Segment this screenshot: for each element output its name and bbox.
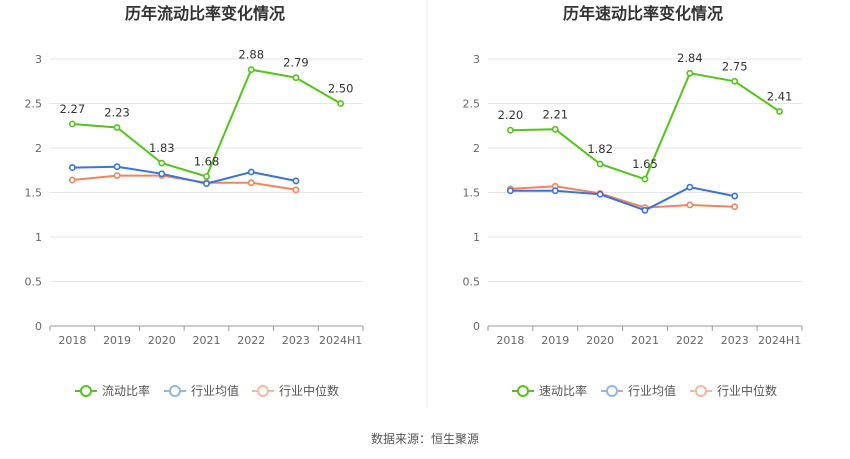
data-label: 2.20: [498, 108, 524, 122]
data-label: 2.27: [60, 102, 86, 116]
data-label: 1.82: [587, 142, 613, 156]
y-tick-label: 1.5: [463, 187, 481, 200]
y-tick-label: 2: [35, 142, 42, 155]
data-point: [68, 176, 76, 184]
data-point: [113, 124, 121, 131]
data-point: [203, 173, 210, 180]
data-point: [641, 175, 649, 183]
data-label: 2.88: [238, 48, 264, 62]
data-point: [292, 186, 300, 194]
data-point: [68, 164, 76, 171]
x-tick-label: 2021: [631, 334, 659, 347]
data-point: [551, 187, 559, 195]
series-line-2: [510, 186, 735, 212]
series-line-2: [72, 165, 297, 185]
legend-marker-icon: [695, 385, 707, 397]
x-tick-label: 2020: [148, 334, 176, 347]
data-point: [686, 183, 694, 191]
x-tick-label: 2018: [496, 334, 524, 347]
data-label: 2.75: [722, 59, 748, 73]
legend-label: 行业均值: [191, 383, 239, 398]
data-point: [247, 179, 255, 187]
data-point: [551, 125, 559, 133]
legend-marker-icon: [517, 385, 529, 397]
data-source-note: 数据来源：恒生聚源: [370, 432, 479, 446]
legend-label: 行业均值: [628, 383, 676, 398]
x-tick-label: 2021: [193, 334, 221, 347]
legend-label: 行业中位数: [279, 383, 339, 398]
data-point: [292, 74, 300, 82]
y-tick-label: 2.5: [25, 98, 43, 111]
data-point: [292, 177, 300, 185]
data-point: [337, 100, 345, 107]
y-tick-label: 0.5: [25, 276, 43, 289]
data-label: 2.50: [328, 82, 354, 96]
y-tick-label: 1: [35, 231, 42, 244]
data-point: [247, 66, 255, 74]
y-tick-label: 0: [473, 320, 480, 333]
x-tick-label: 2023: [721, 334, 749, 347]
x-tick-label: 2022: [237, 334, 265, 347]
data-label: 1.83: [149, 141, 175, 155]
chart-title: 历年速动比率变化情况: [563, 4, 723, 23]
legend-label: 行业中位数: [717, 383, 777, 398]
data-label: 2.84: [677, 51, 703, 65]
data-point: [158, 170, 166, 178]
x-tick-label: 2022: [676, 334, 704, 347]
data-label: 2.79: [283, 56, 309, 70]
data-point: [641, 206, 649, 214]
data-point: [596, 160, 604, 168]
series-line-3: [510, 185, 735, 209]
data-label: 1.65: [632, 157, 658, 171]
legend-marker-icon: [169, 385, 181, 397]
chart-panel-2: 历年速动比率变化情况 0 0.5 1 1.5 2 2.5 3 2018 2019 2020 2021 2…: [463, 4, 803, 398]
legend-marker-icon: [257, 385, 269, 397]
x-tick-label: 2023: [282, 334, 310, 347]
y-tick-label: 2.5: [463, 98, 481, 111]
x-tick-label: 2018: [58, 334, 86, 347]
x-tick-label: 2020: [586, 334, 614, 347]
x-tick-label: 2024H1: [319, 334, 362, 347]
y-tick-label: 3: [35, 53, 42, 66]
data-label: 2.21: [542, 107, 568, 121]
chart-panel-1: 历年流动比率变化情况 0 0.5 1 1.5 2 2.5 3 2018 2019 2020 2021 2…: [25, 4, 364, 398]
legend-label: 速动比率: [539, 383, 587, 398]
data-point: [247, 168, 255, 176]
x-tick-label: 2019: [103, 334, 131, 347]
data-point: [158, 159, 166, 167]
y-tick-label: 0: [35, 320, 42, 333]
data-label: 2.23: [104, 106, 130, 120]
legend-marker-icon: [80, 385, 92, 397]
y-tick-label: 2: [473, 142, 480, 155]
data-point: [731, 203, 739, 211]
data-point: [731, 77, 739, 85]
data-point: [596, 190, 604, 198]
data-point: [203, 180, 210, 187]
data-point: [113, 163, 121, 171]
data-label: 2.41: [767, 90, 793, 104]
data-point: [507, 187, 514, 195]
y-tick-label: 1.5: [25, 187, 43, 200]
data-label: 1.68: [194, 154, 220, 168]
x-tick-label: 2019: [541, 334, 569, 347]
data-point: [776, 108, 783, 115]
data-point: [68, 120, 76, 128]
chart-title: 历年流动比率变化情况: [125, 4, 285, 23]
data-point: [507, 126, 514, 134]
y-tick-label: 3: [473, 53, 480, 66]
legend-label: 流动比率: [102, 383, 150, 398]
legend-marker-icon: [606, 385, 618, 397]
data-point: [731, 192, 739, 200]
data-point: [113, 172, 121, 179]
y-tick-label: 1: [473, 231, 480, 244]
data-point: [686, 201, 694, 209]
y-tick-label: 0.5: [463, 276, 481, 289]
data-point: [686, 69, 694, 77]
x-tick-label: 2024H1: [758, 334, 801, 347]
